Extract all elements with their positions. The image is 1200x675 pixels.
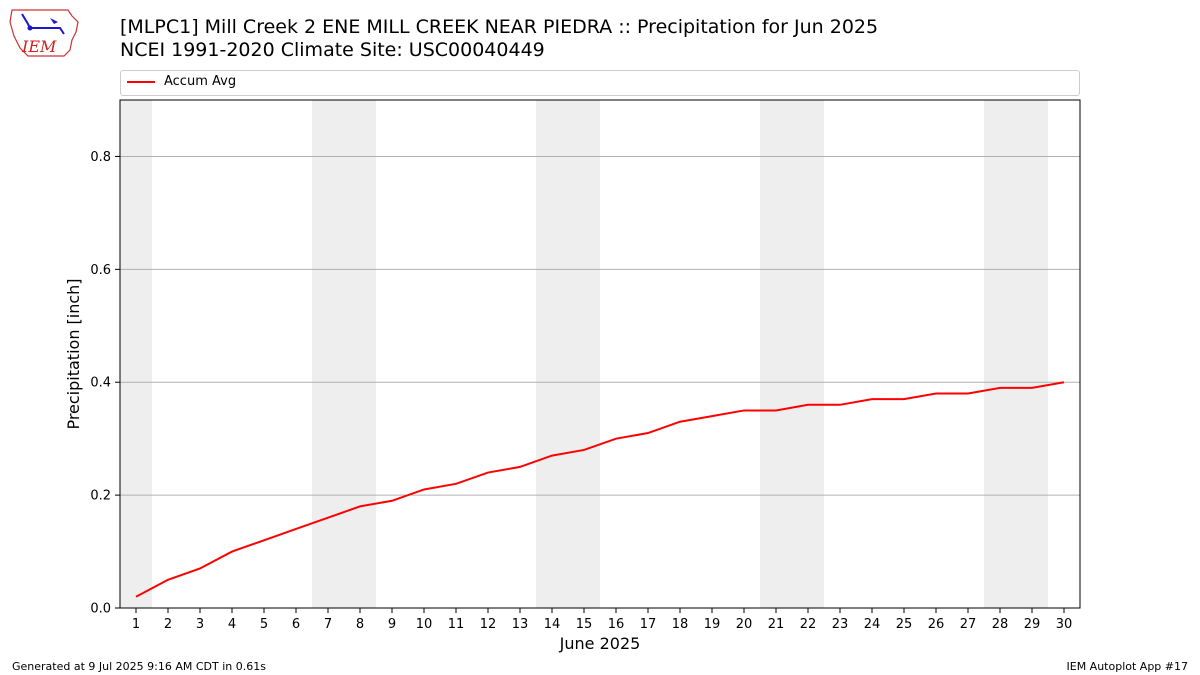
footer-app: IEM Autoplot App #17 [1066,660,1189,673]
weekend-band [312,100,376,608]
x-tick-label: 7 [324,617,332,632]
x-tick-label: 1 [132,617,140,632]
chart-title: [MLPC1] Mill Creek 2 ENE MILL CREEK NEAR… [120,16,878,62]
x-tick-label: 16 [608,617,625,632]
x-tick-label: 10 [416,617,433,632]
x-tick-label: 9 [388,617,396,632]
x-tick-label: 12 [480,617,497,632]
x-tick-label: 29 [1024,617,1041,632]
x-tick-label: 8 [356,617,364,632]
y-tick-label: 0.8 [90,150,111,165]
x-tick-label: 25 [896,617,913,632]
x-tick-label: 22 [800,617,817,632]
x-tick-label: 15 [576,617,593,632]
x-tick-label: 23 [832,617,849,632]
y-tick-label: 0.2 [90,489,111,504]
x-tick-label: 3 [196,617,204,632]
x-tick-label: 2 [164,617,172,632]
weekend-band [984,100,1048,608]
x-tick-label: 28 [992,617,1009,632]
x-tick-label: 24 [864,617,881,632]
y-tick-label: 0.6 [90,263,111,278]
x-tick-label: 20 [736,617,753,632]
footer-generated: Generated at 9 Jul 2025 9:16 AM CDT in 0… [12,660,266,673]
y-tick-label: 0.4 [90,376,111,391]
x-axis-label: June 2025 [559,634,641,653]
weekend-band [760,100,824,608]
x-tick-label: 17 [640,617,657,632]
series-line-accum-avg [135,381,1065,598]
x-tick-label: 18 [672,617,689,632]
x-tick-label: 6 [292,617,300,632]
x-tick-label: 21 [768,617,785,632]
x-tick-label: 5 [260,617,268,632]
y-axis-label: Precipitation [inch] [64,278,83,429]
x-tick-label: 14 [544,617,561,632]
legend-swatch-accum-avg [127,81,155,83]
weekend-band [536,100,600,608]
plot-frame [119,99,1081,609]
x-tick-label: 4 [228,617,236,632]
x-tick-label: 13 [512,617,529,632]
weekend-band [120,100,152,608]
chart-title-line1: [MLPC1] Mill Creek 2 ENE MILL CREEK NEAR… [120,16,879,38]
legend: Accum Avg [120,70,1080,96]
x-tick-label: 27 [960,617,977,632]
x-tick-label: 19 [704,617,721,632]
legend-label-accum-avg: Accum Avg [164,74,237,89]
x-tick-label: 26 [928,617,945,632]
logo-text: IEM [21,37,57,56]
y-tick-label: 0.0 [90,602,111,617]
x-tick-label: 30 [1056,617,1073,632]
chart-title-line2: NCEI 1991-2020 Climate Site: USC00040449 [120,39,545,61]
x-tick-label: 11 [448,617,465,632]
iem-logo: IEM [8,6,80,60]
